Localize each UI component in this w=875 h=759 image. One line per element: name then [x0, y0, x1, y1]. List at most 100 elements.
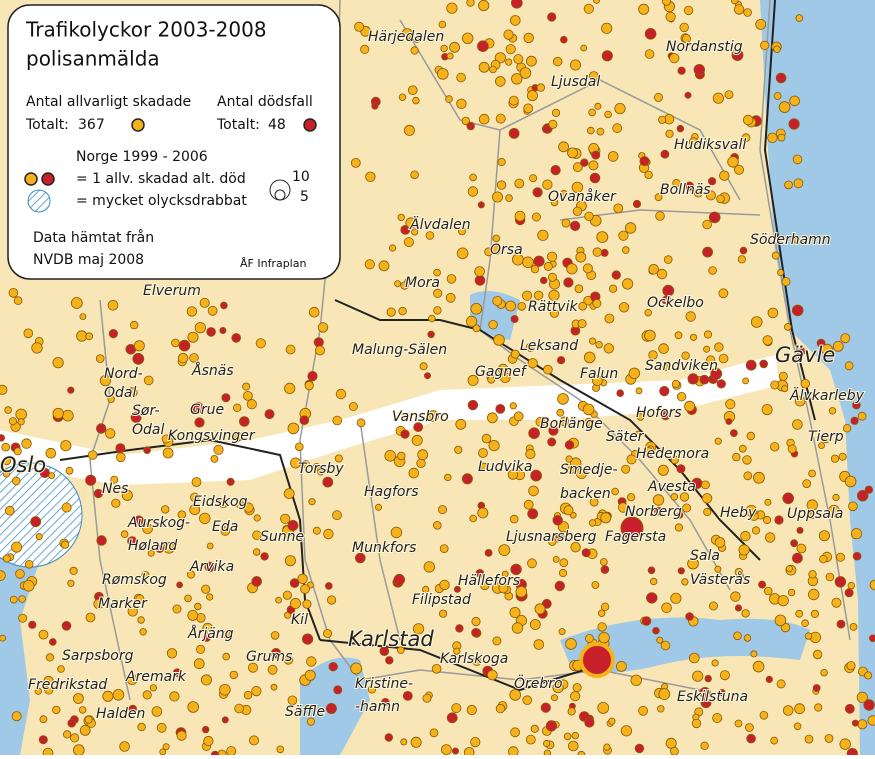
accident-dot	[782, 492, 794, 505]
accident-dot	[469, 514, 478, 523]
accident-dot	[528, 485, 539, 497]
accident-dot	[679, 22, 689, 33]
accident-dot	[467, 186, 479, 197]
accident-dot	[39, 467, 50, 478]
accident-dot	[790, 539, 798, 548]
accident-dot	[323, 629, 333, 639]
accident-dot	[692, 670, 704, 682]
accident-dot	[716, 379, 726, 389]
accident-dot	[306, 656, 317, 667]
accident-dot	[553, 56, 563, 67]
accident-dot	[325, 703, 337, 715]
accident-dot	[201, 584, 211, 594]
legend-size-label: 10	[292, 169, 310, 185]
accident-dot	[672, 179, 681, 188]
place-name: Ovanåker	[548, 188, 617, 205]
accident-dot	[283, 488, 295, 500]
accident-dot	[432, 520, 442, 530]
accident-dot	[300, 584, 310, 594]
accident-dot	[808, 570, 817, 579]
accident-dot	[478, 113, 490, 125]
accident-dot	[317, 322, 329, 333]
accident-dot	[62, 730, 72, 739]
accident-dot	[844, 588, 854, 598]
accident-dot	[550, 165, 561, 176]
accident-dot	[867, 715, 875, 726]
accident-dot	[670, 455, 679, 465]
accident-dot	[774, 515, 784, 525]
place-name: Rättvik	[528, 299, 578, 315]
accident-dot	[30, 516, 42, 528]
accident-dot	[433, 288, 443, 298]
accident-dot	[210, 750, 220, 759]
accident-dot	[186, 570, 196, 579]
accident-dot	[793, 236, 801, 244]
accident-dot	[527, 358, 538, 369]
accident-dot	[283, 654, 294, 665]
place-name: Hudiksvall	[674, 137, 746, 153]
accident-dot	[379, 646, 390, 656]
accident-dot	[453, 585, 461, 593]
accident-dot	[206, 542, 214, 550]
accident-dot	[264, 409, 275, 420]
accident-dot	[221, 716, 229, 724]
accident-dot	[8, 287, 19, 298]
accident-dot	[836, 619, 846, 629]
accident-dot	[563, 732, 572, 741]
accident-dot	[764, 532, 776, 543]
accident-dot	[703, 345, 711, 353]
accident-dot	[683, 5, 694, 16]
accident-dot	[770, 380, 780, 390]
accident-dot	[463, 747, 475, 758]
accident-dot	[650, 577, 658, 586]
accident-dot	[794, 395, 806, 407]
accident-dot	[589, 497, 599, 507]
accident-dot	[478, 0, 490, 12]
accident-dot	[595, 341, 603, 349]
accident-dot	[654, 92, 664, 102]
accident-dot	[509, 514, 519, 524]
accident-dot	[13, 296, 23, 305]
accident-dot	[750, 650, 758, 658]
accident-dot	[783, 323, 792, 331]
accident-dot	[304, 380, 314, 391]
place-name: Nordanstig	[666, 39, 743, 55]
accident-dot	[570, 59, 582, 71]
legend-label: Antal dödsfall	[217, 94, 313, 110]
accident-dot	[604, 110, 612, 119]
accident-dot	[306, 717, 315, 726]
accident-dot	[231, 333, 242, 343]
accident-dot	[670, 492, 679, 501]
accident-dot	[196, 644, 206, 655]
accident-dot	[705, 190, 716, 201]
accident-dot	[294, 442, 304, 452]
legend-symbol	[24, 172, 38, 186]
accident-dot	[446, 274, 457, 284]
accident-dot	[206, 327, 216, 337]
accident-dot	[446, 2, 458, 14]
accident-dot	[365, 171, 376, 183]
accident-dot	[658, 343, 669, 354]
accident-dot	[364, 259, 375, 270]
accident-dot	[670, 592, 682, 604]
accident-dot	[444, 473, 452, 482]
accident-dot	[410, 170, 419, 180]
accident-dot	[733, 4, 745, 15]
accident-dot	[569, 220, 581, 231]
accident-dot	[725, 399, 736, 410]
accident-dot	[567, 707, 576, 716]
accident-dot	[243, 691, 253, 700]
place-name: Säter	[606, 429, 645, 445]
accident-dot	[491, 191, 503, 203]
accident-dot	[601, 50, 613, 62]
place-name: Bollnäs	[660, 182, 711, 198]
accident-dot	[193, 658, 205, 670]
accident-dot	[795, 609, 804, 618]
accident-dot	[846, 661, 856, 671]
accident-dot	[304, 669, 316, 681]
accident-dot	[677, 567, 685, 575]
accident-dot	[400, 429, 410, 439]
accident-dot	[455, 624, 464, 633]
accident-dot	[554, 580, 566, 592]
accident-dot	[701, 493, 713, 504]
